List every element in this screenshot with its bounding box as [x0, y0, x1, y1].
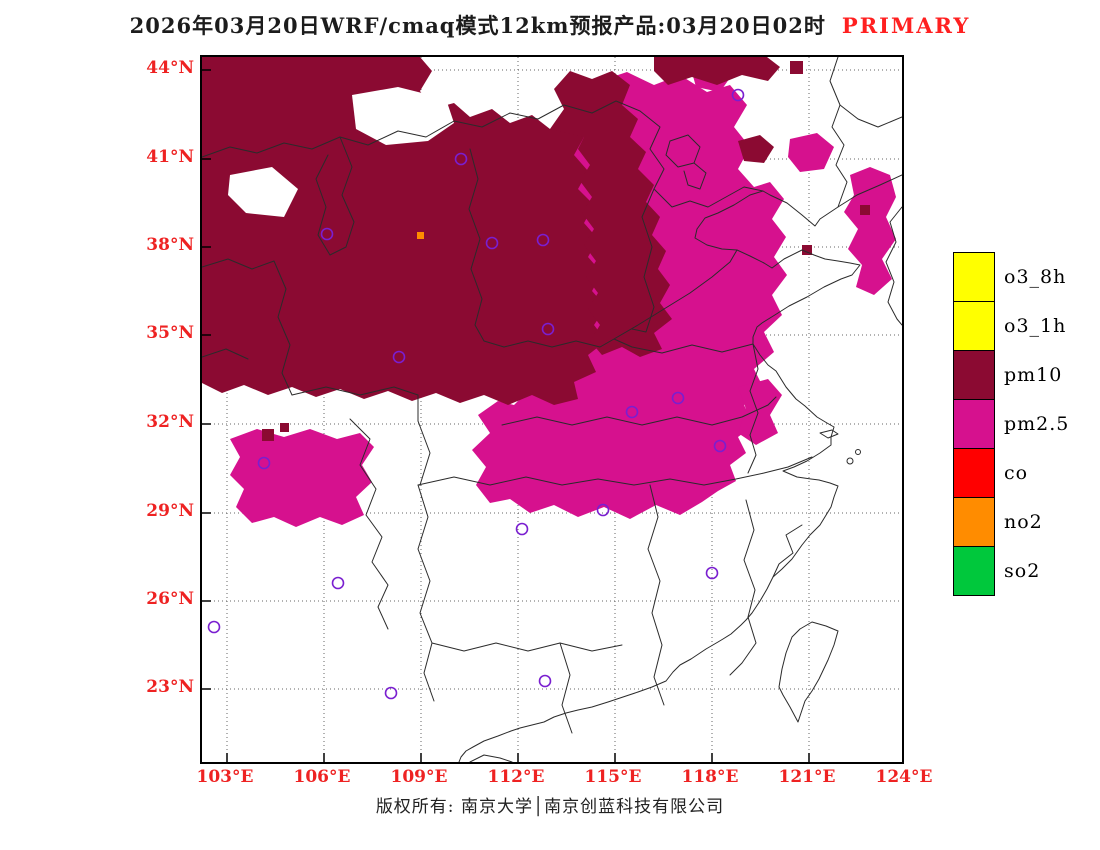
map-canvas	[202, 57, 902, 762]
lat-label-32n: 32°N	[146, 412, 194, 432]
lon-label-106e: 106°E	[293, 767, 351, 787]
legend-swatch-no2	[953, 497, 995, 547]
legend-label-o3-8h: o3_8h	[1004, 266, 1067, 288]
province-boundaries	[202, 57, 902, 734]
legend-swatch-co	[953, 448, 995, 498]
lon-label-121e: 121°E	[778, 767, 836, 787]
station-markers	[207, 88, 745, 700]
coastline	[458, 174, 902, 762]
legend-label-co: co	[1004, 462, 1029, 484]
legend-swatch-o3-1h	[953, 301, 995, 351]
hainan-edge	[469, 754, 513, 762]
lon-label-109e: 109°E	[390, 767, 448, 787]
lat-label-38n: 38°N	[146, 235, 194, 255]
taiwan-island	[778, 621, 839, 723]
pm10-white-notch-2	[228, 167, 298, 217]
legend-label-no2: no2	[1004, 511, 1043, 533]
pm10-white-notch-1	[352, 87, 454, 145]
lon-label-118e: 118°E	[681, 767, 739, 787]
lat-label-26n: 26°N	[146, 589, 194, 609]
lat-label-44n: 44°N	[146, 58, 194, 78]
lat-label-23n: 23°N	[146, 677, 194, 697]
legend-item-co: co	[953, 448, 1069, 498]
pm10-north-plain-band	[550, 71, 672, 357]
legend-item-o3-8h: o3_8h	[953, 252, 1069, 302]
lat-label-29n: 29°N	[146, 501, 194, 521]
lat-label-35n: 35°N	[146, 323, 194, 343]
chongming-island	[819, 429, 839, 439]
legend-swatch-o3-8h	[953, 252, 995, 302]
pm10-regions	[202, 57, 870, 441]
lon-label-115e: 115°E	[584, 767, 642, 787]
lon-label-124e: 124°E	[875, 767, 933, 787]
page-title: 2026年03月20日WRF/cmaq模式12km预报产品:03月20日02时 P…	[0, 10, 1100, 40]
legend-item-so2: so2	[953, 546, 1069, 596]
axis-ticks	[202, 69, 810, 762]
legend-label-pm10: pm10	[1004, 364, 1063, 386]
lon-label-112e: 112°E	[487, 767, 545, 787]
legend-label-pm25: pm2.5	[1004, 413, 1070, 435]
pm25-southwest-region	[230, 429, 374, 527]
pm25-delta-lobe	[738, 379, 782, 445]
legend-label-o3-1h: o3_1h	[1004, 315, 1067, 337]
legend-item-pm25: pm2.5	[953, 399, 1069, 449]
korea-coast	[885, 206, 902, 326]
legend-label-so2: so2	[1004, 560, 1041, 582]
copyright-footer: 版权所有: 南京大学│南京创蓝科技有限公司	[375, 797, 725, 817]
pm10-main-region	[202, 57, 606, 405]
legend-item-o3-1h: o3_1h	[953, 301, 1069, 351]
title-highlight: PRIMARY	[841, 13, 971, 38]
pm25-east-sea-region	[844, 167, 896, 295]
no2-pixel	[417, 232, 424, 239]
map-frame	[200, 55, 904, 764]
pm10-topright-strip	[654, 57, 780, 85]
legend-swatch-so2	[953, 546, 995, 596]
pm10-patch-east	[738, 135, 774, 163]
pollutant-legend: o3_8h o3_1h pm10 pm2.5 co no2 so2	[953, 252, 1069, 596]
title-text: 2026年03月20日WRF/cmaq模式12km预报产品:03月20日02时	[129, 13, 826, 38]
legend-swatch-pm25	[953, 399, 995, 449]
lat-label-41n: 41°N	[146, 147, 194, 167]
legend-item-pm10: pm10	[953, 350, 1069, 400]
pm25-northeast-patch-2	[788, 133, 834, 172]
legend-item-no2: no2	[953, 497, 1069, 547]
lon-label-103e: 103°E	[196, 767, 254, 787]
pm10-topright-square	[790, 61, 803, 74]
legend-swatch-pm10	[953, 350, 995, 400]
